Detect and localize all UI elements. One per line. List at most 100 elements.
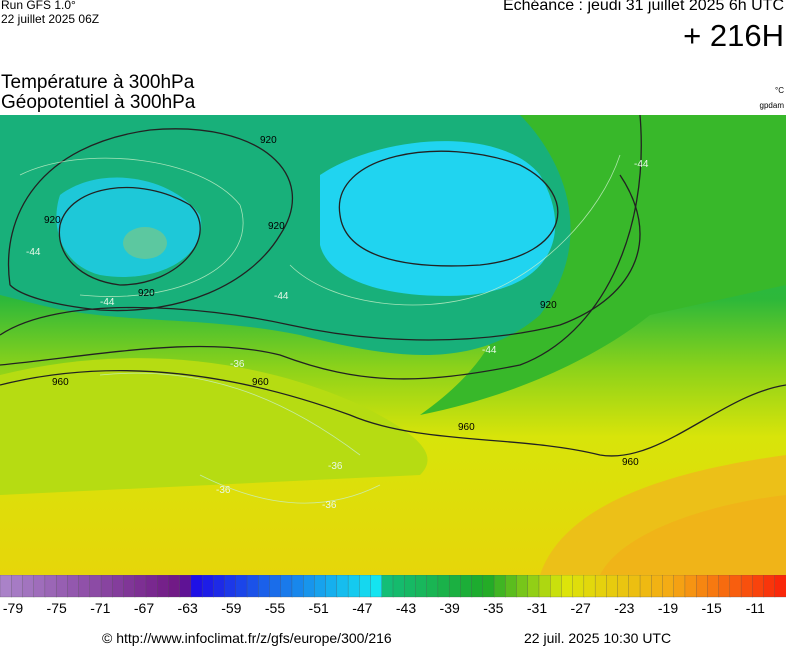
valid-time: Echéance : jeudi 31 juillet 2025 6h UTC [502, 0, 784, 14]
geopotential-label: 920 [44, 215, 61, 226]
scale-swatch [639, 575, 652, 598]
scale-swatch [100, 575, 113, 598]
scale-swatch [774, 575, 786, 598]
temperature-label: -36 [216, 485, 231, 496]
scale-swatch [392, 575, 405, 598]
scale-swatch [505, 575, 518, 598]
geopotential-label: 960 [622, 457, 639, 468]
scale-swatch [606, 575, 619, 598]
scale-label: -55 [265, 600, 285, 616]
scale-swatch [213, 575, 226, 598]
scale-swatch [740, 575, 753, 598]
scale-swatch [314, 575, 327, 598]
scale-swatch [404, 575, 417, 598]
scale-swatch [729, 575, 742, 598]
scale-label: -39 [440, 600, 460, 616]
scale-swatch [763, 575, 776, 598]
scale-swatch [269, 575, 282, 598]
scale-swatch [78, 575, 91, 598]
scale-swatch [179, 575, 192, 598]
scale-swatch [123, 575, 136, 598]
scale-swatch [696, 575, 709, 598]
cold-core-center [123, 227, 167, 259]
footer-timestamp: 22 juil. 2025 10:30 UTC [524, 630, 672, 646]
temperature-unit: °C [775, 86, 784, 95]
scale-swatch [550, 575, 563, 598]
scale-swatch [168, 575, 181, 598]
temperature-label: -36 [230, 359, 245, 370]
scale-label: -63 [178, 600, 198, 616]
scale-swatch [370, 575, 383, 598]
geopotential-label: 920 [260, 135, 277, 146]
scale-swatch [55, 575, 69, 598]
scale-swatch [22, 575, 35, 598]
scale-label: -19 [658, 600, 678, 616]
geopotential-label: 960 [458, 422, 475, 433]
temperature-label: -44 [100, 297, 115, 308]
scale-swatch [482, 575, 495, 598]
scale-swatch [662, 575, 675, 598]
scale-label: -67 [134, 600, 154, 616]
scale-label: -35 [483, 600, 503, 616]
scale-swatch [572, 575, 585, 598]
scale-swatch [437, 575, 450, 598]
scale-label: -47 [352, 600, 372, 616]
run-label: Run GFS 1.0° [1, 0, 76, 12]
cold-core-north [320, 141, 556, 296]
warm-field-inner [600, 495, 786, 575]
scale-swatch [145, 575, 158, 598]
scale-swatch [0, 575, 12, 598]
temperature-label: -44 [482, 345, 497, 356]
scale-swatch [303, 575, 316, 598]
scale-label: -23 [614, 600, 634, 616]
scale-swatch [594, 575, 607, 598]
scale-swatch [157, 575, 170, 598]
lead-time: + 216H [683, 18, 784, 53]
scale-swatch [280, 575, 293, 598]
run-date: 22 juillet 2025 06Z [1, 12, 100, 26]
scale-label: -15 [702, 600, 722, 616]
scale-swatch [752, 575, 765, 598]
scale-swatch [426, 575, 439, 598]
scale-swatch [583, 575, 596, 598]
scale-swatch [359, 575, 372, 598]
scale-swatch [493, 575, 506, 598]
temperature-label: -44 [274, 291, 289, 302]
scale-swatch [246, 575, 259, 598]
scale-swatch [415, 575, 428, 598]
scale-swatch [538, 575, 551, 598]
geopotential-label: 960 [52, 377, 69, 388]
footer-url: © http://www.infoclimat.fr/z/gfs/europe/… [102, 630, 392, 646]
scale-swatch [235, 575, 248, 598]
scale-swatch [684, 575, 697, 598]
scale-label: -59 [221, 600, 241, 616]
scale-label: -75 [47, 600, 67, 616]
geopotential-unit: gpdam [759, 101, 784, 110]
scale-swatch [527, 575, 540, 598]
scale-swatch [718, 575, 731, 598]
scale-swatch [112, 575, 125, 598]
scale-swatch [44, 575, 57, 598]
geopotential-label: 920 [540, 300, 557, 311]
scale-swatch [336, 575, 349, 598]
scale-swatch [516, 575, 529, 598]
cold-core-west [56, 177, 202, 277]
temperature-label: -36 [328, 461, 343, 472]
scale-swatch [460, 575, 473, 598]
scale-swatch [224, 575, 237, 598]
scale-label: -11 [746, 600, 765, 616]
scale-swatch [707, 575, 720, 598]
scale-swatch [291, 575, 304, 598]
scale-swatch [347, 575, 360, 598]
scale-swatch [325, 575, 338, 598]
yellow-green-field [0, 358, 428, 495]
geopotential-label: 920 [138, 288, 155, 299]
map: 920 920 920 920 920 960 960 960 960 -44 -44 -44 -44… [0, 115, 786, 575]
scale-label: -43 [396, 600, 416, 616]
scale-swatch [471, 575, 484, 598]
geopotential-title: Géopotentiel à 300hPa [1, 92, 196, 113]
scale-label: -31 [527, 600, 547, 616]
scale-label: -27 [571, 600, 591, 616]
scale-swatch [134, 575, 147, 598]
